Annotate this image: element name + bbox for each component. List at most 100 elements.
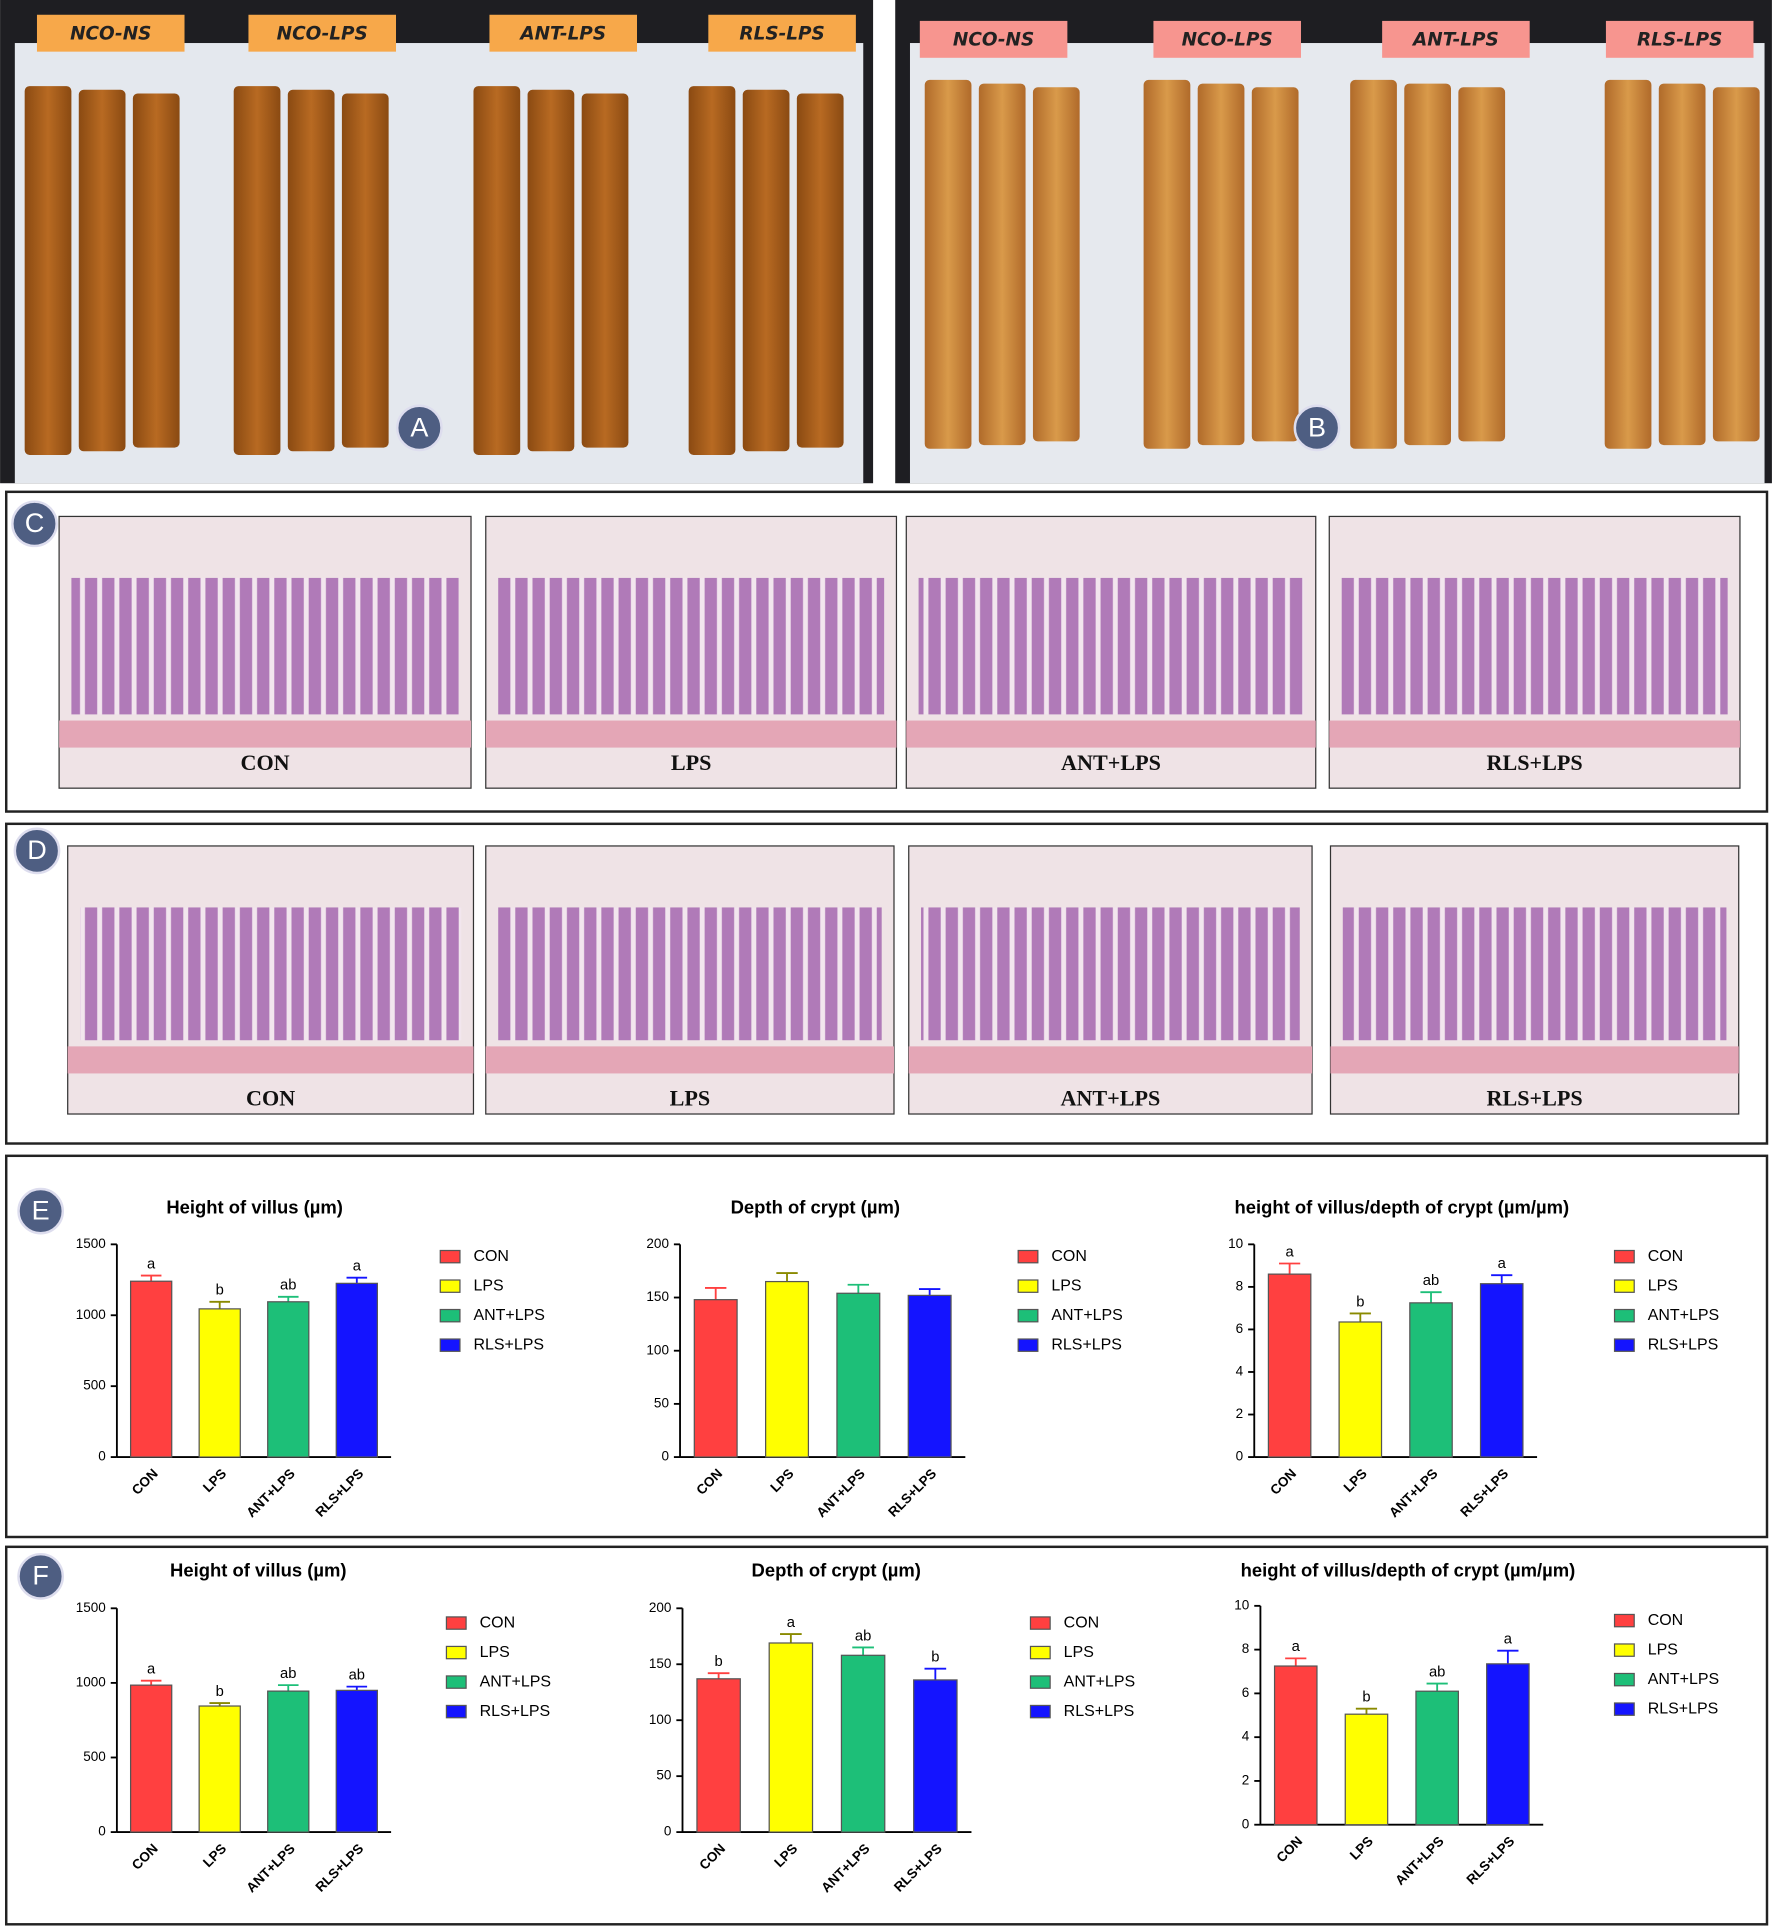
significance-letter: a: [1286, 1244, 1295, 1260]
tissue-strip: [473, 86, 521, 455]
legend-label: ANT+LPS: [480, 1673, 551, 1690]
label-tag: [489, 14, 638, 52]
panel-c-frame: [4, 490, 1769, 813]
significance-letter: a: [353, 1258, 362, 1274]
tissue-strip: [796, 93, 844, 448]
villi: [921, 907, 1300, 1041]
panel-letter-badge: [17, 1552, 65, 1600]
y-tick-label: 1500: [76, 1236, 106, 1251]
x-tick-label: LPS: [771, 1841, 800, 1870]
x-tick-label: RLS+LPS: [312, 1466, 366, 1520]
y-tick-label: 50: [654, 1395, 669, 1410]
photo-label: ANT-LPS: [518, 23, 606, 44]
x-tick-label: RLS+LPS: [1457, 1466, 1511, 1520]
legend-label: ANT+LPS: [1648, 1671, 1719, 1688]
histology-label: LPS: [670, 1086, 711, 1111]
muscle-layer: [67, 1046, 474, 1074]
y-tick-label: 1000: [76, 1307, 106, 1322]
significance-letter: a: [147, 1661, 156, 1677]
histology-label: RLS+LPS: [1486, 1086, 1582, 1111]
significance-letter: b: [1362, 1690, 1370, 1706]
x-tick-label: ANT+LPS: [243, 1841, 297, 1895]
significance-letter: b: [715, 1654, 723, 1670]
y-tick-label: 0: [1236, 1449, 1244, 1464]
muscle-layer: [485, 1046, 894, 1074]
significance-letter: b: [216, 1684, 224, 1700]
panel-letter-badge: [17, 1187, 65, 1235]
y-tick-label: 0: [98, 1449, 106, 1464]
legend-label: LPS: [1051, 1277, 1081, 1294]
legend-label: RLS+LPS: [1648, 1700, 1719, 1717]
photo-label: NCO-NS: [70, 23, 151, 44]
x-tick-label: LPS: [200, 1466, 229, 1495]
panel-letter: E: [32, 1196, 50, 1226]
legend-swatch: [445, 1675, 467, 1689]
legend-label: CON: [473, 1248, 509, 1265]
panel-letter-badge: [13, 827, 61, 875]
y-tick-label: 100: [646, 1342, 669, 1357]
villi: [498, 907, 882, 1041]
bar: [198, 1705, 241, 1833]
significance-letter: b: [216, 1283, 224, 1299]
histology-label: RLS+LPS: [1486, 750, 1582, 775]
villi: [918, 577, 1304, 715]
tissue-strip: [287, 89, 335, 452]
label-tag: [919, 20, 1068, 58]
bar: [335, 1689, 378, 1833]
label-tag: [1153, 20, 1301, 58]
tissue-strip: [78, 89, 126, 452]
significance-letter: ab: [349, 1667, 365, 1683]
bar: [267, 1690, 310, 1833]
panel-f-frame: [4, 1545, 1769, 1926]
tissue-strip: [233, 86, 281, 455]
bar: [1479, 1283, 1524, 1458]
y-tick-label: 150: [646, 1289, 669, 1304]
panel-letter: A: [410, 412, 428, 442]
photo-label: NCO-LPS: [277, 23, 368, 44]
x-tick-label: ANT+LPS: [1392, 1834, 1446, 1888]
x-tick-label: LPS: [1341, 1466, 1370, 1495]
legend-label: LPS: [1064, 1644, 1094, 1661]
legend-swatch: [439, 1308, 461, 1323]
legend-swatch: [1613, 1672, 1635, 1687]
bar: [693, 1299, 738, 1458]
panel-d-frame: [4, 822, 1769, 1145]
x-tick-label: LPS: [200, 1841, 229, 1870]
significance-letter: ab: [1423, 1273, 1439, 1289]
y-tick-label: 4: [1242, 1729, 1250, 1744]
muscle-layer: [908, 1046, 1313, 1074]
tissue-strip: [1032, 87, 1080, 442]
y-tick-label: 6: [1236, 1321, 1244, 1336]
tissue-strip: [924, 79, 972, 449]
bar: [913, 1679, 958, 1833]
legend-swatch: [439, 1338, 461, 1352]
y-tick-label: 2: [1236, 1406, 1244, 1421]
tissue-strip: [581, 93, 629, 448]
tissue-strip: [742, 89, 790, 452]
bar: [836, 1292, 881, 1458]
x-tick-label: CON: [129, 1841, 161, 1873]
x-tick-label: CON: [1273, 1834, 1305, 1866]
x-tick-label: RLS+LPS: [891, 1841, 945, 1895]
legend-swatch: [1613, 1643, 1635, 1657]
legend-label: RLS+LPS: [473, 1336, 544, 1353]
legend-label: LPS: [473, 1277, 503, 1294]
panel-letter-badge: [11, 500, 58, 548]
legend-swatch: [1029, 1616, 1051, 1630]
y-tick-label: 150: [649, 1656, 672, 1671]
bar: [840, 1654, 886, 1833]
legend-label: LPS: [480, 1644, 510, 1661]
legend-label: CON: [1648, 1248, 1683, 1265]
legend-swatch: [1029, 1645, 1051, 1660]
x-tick-label: ANT+LPS: [1386, 1466, 1440, 1520]
legend-swatch: [1613, 1308, 1635, 1323]
bar: [1267, 1273, 1312, 1458]
legend-swatch: [1029, 1675, 1051, 1689]
tissue-strip: [1712, 87, 1760, 442]
panel-letter: B: [1308, 412, 1326, 442]
panel-letter: F: [32, 1561, 49, 1591]
panel-letter-badge: [1293, 404, 1341, 452]
tissue-strip: [1658, 83, 1706, 446]
legend-swatch: [1017, 1308, 1039, 1323]
x-tick-label: LPS: [1347, 1834, 1376, 1863]
